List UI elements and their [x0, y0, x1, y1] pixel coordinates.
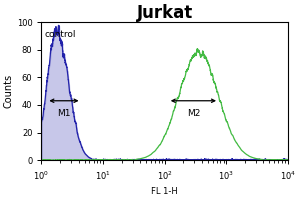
Y-axis label: Counts: Counts — [4, 74, 14, 108]
X-axis label: FL 1-H: FL 1-H — [152, 187, 178, 196]
Text: control: control — [44, 30, 76, 39]
Title: Jurkat: Jurkat — [136, 4, 193, 22]
Text: M1: M1 — [57, 109, 71, 118]
Text: M2: M2 — [187, 109, 200, 118]
